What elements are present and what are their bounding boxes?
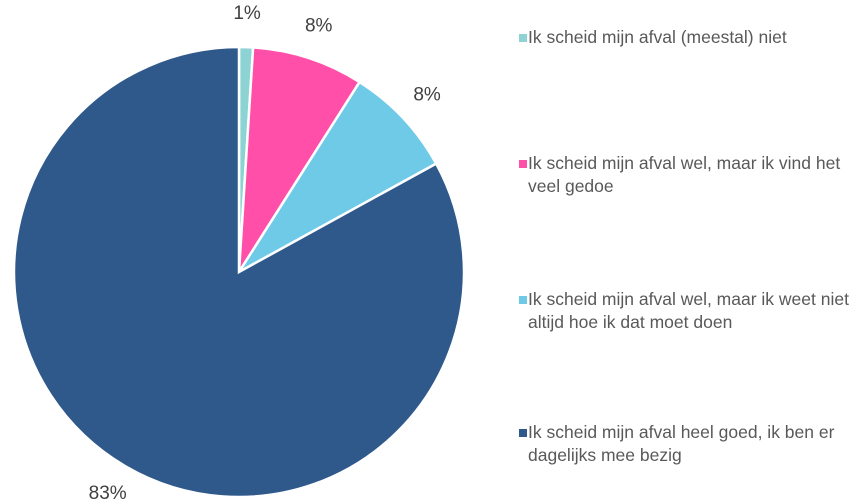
legend-swatch xyxy=(519,34,527,42)
pie-slice xyxy=(237,46,362,273)
legend-swatch xyxy=(519,160,527,168)
legend-label: Ik scheid mijn afval (meestal) niet xyxy=(528,27,787,47)
data-label: 83% xyxy=(89,483,127,503)
legend-label: Ik scheid mijn afval wel, maar ik vind h… xyxy=(528,153,841,196)
pie-slice xyxy=(12,45,466,499)
legend-item: Ik scheid mijn afval wel, maar ik weet n… xyxy=(519,288,864,334)
data-label: 1% xyxy=(233,3,261,24)
legend-label: Ik scheid mijn afval heel goed, ik ben e… xyxy=(528,422,835,465)
legend-label: Ik scheid mijn afval wel, maar ik weet n… xyxy=(528,289,849,332)
data-label: 8% xyxy=(305,16,333,37)
legend-swatch xyxy=(519,296,527,304)
pie-slice xyxy=(237,80,438,274)
legend-item: Ik scheid mijn afval wel, maar ik vind h… xyxy=(519,152,864,198)
legend-item: Ik scheid mijn afval heel goed, ik ben e… xyxy=(519,421,864,467)
legend-item: Ik scheid mijn afval (meestal) niet xyxy=(519,26,864,49)
data-label: 8% xyxy=(413,84,441,105)
legend-swatch xyxy=(519,429,527,437)
